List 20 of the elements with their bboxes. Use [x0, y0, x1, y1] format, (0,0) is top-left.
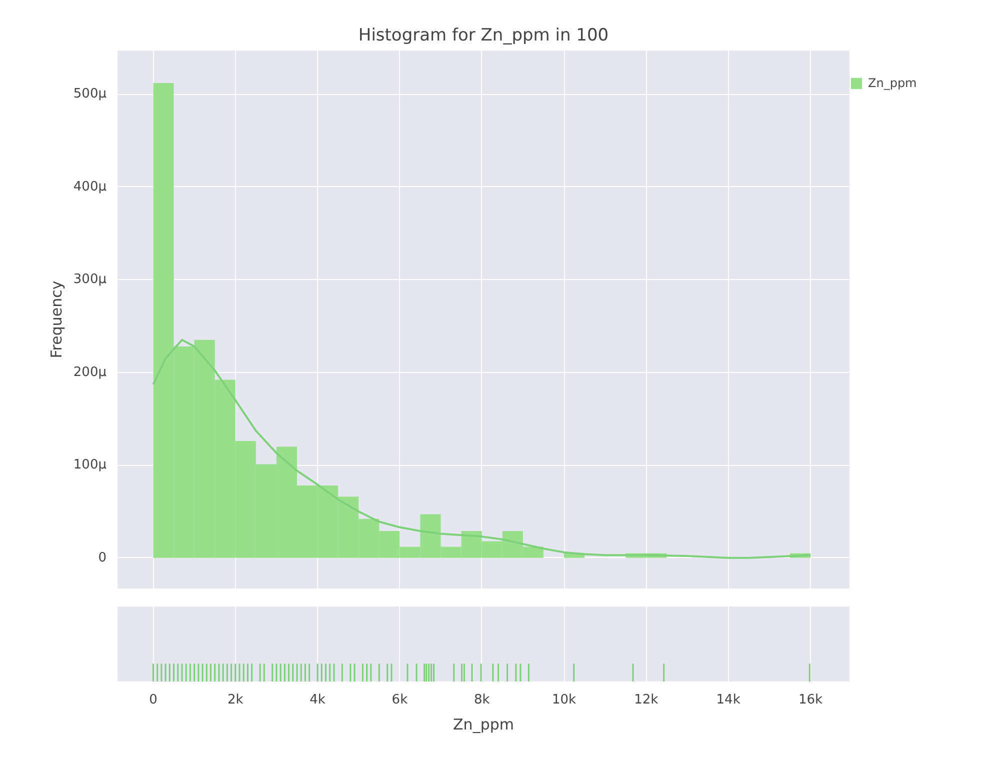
y-tick-label: 400μ	[73, 179, 107, 194]
legend-label: Zn_ppm	[868, 76, 917, 90]
chart-title: Histogram for Zn_ppm in 100	[358, 26, 609, 46]
x-tick-label: 2k	[227, 692, 244, 708]
x-tick-label: 0	[149, 692, 158, 708]
y-axis-title: Frequency	[47, 280, 66, 358]
y-tick-label: 500μ	[73, 86, 107, 102]
y-tick-label: 300μ	[73, 272, 107, 288]
line-series	[152, 338, 812, 559]
x-tick-label: 14k	[716, 692, 741, 708]
x-tick-label: 10k	[552, 692, 577, 708]
y-tick-label: 100μ	[73, 458, 107, 473]
x-axis-title: Zn_ppm	[453, 716, 514, 734]
x-tick-label: 8k	[474, 692, 490, 708]
x-tick-label: 12k	[634, 692, 659, 708]
x-tick-label: 6k	[392, 692, 408, 708]
x-tick-label: 4k	[310, 692, 326, 708]
x-tick-label: 16k	[798, 692, 823, 708]
y-tick-label: 200μ	[73, 364, 107, 380]
y-tick-label: 0	[98, 550, 107, 566]
